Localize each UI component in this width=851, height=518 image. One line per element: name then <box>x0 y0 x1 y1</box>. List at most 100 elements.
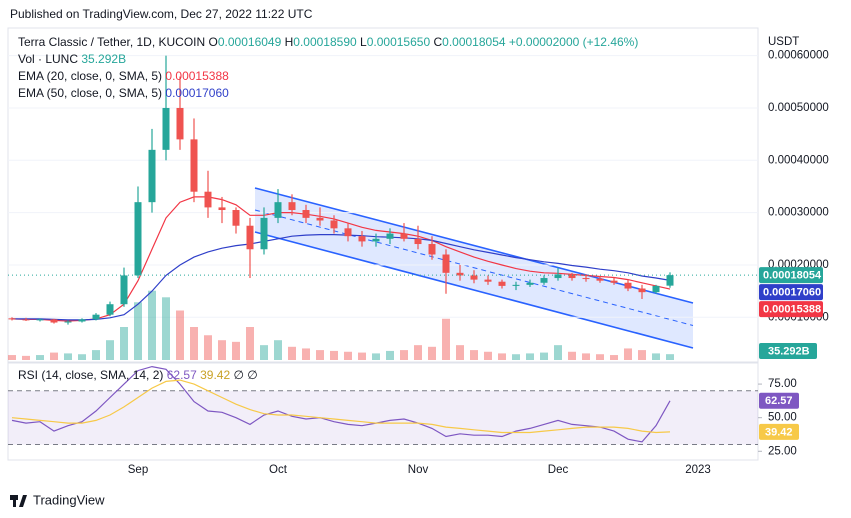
volume-bar <box>540 352 548 360</box>
ema-value: 0.00017060 <box>165 86 229 100</box>
channel-middle <box>254 209 694 326</box>
candle-body <box>414 238 422 245</box>
rsi-extra: ∅ <box>233 368 243 382</box>
channel-lower <box>254 231 694 349</box>
marks <box>8 55 762 452</box>
logo: TradingView <box>10 492 105 507</box>
candle-body <box>554 274 562 279</box>
candle-body <box>106 304 114 315</box>
candle-body <box>330 220 338 229</box>
rsi-pane <box>7 362 759 461</box>
volume-bar <box>596 354 604 360</box>
legend-volume-line: Vol · LUNC 35.292B <box>18 52 126 66</box>
candle-body <box>316 217 324 221</box>
ohlc-key: L <box>360 35 367 49</box>
volume-bar <box>64 353 72 360</box>
volume-bar <box>232 341 240 360</box>
candle-body <box>36 319 44 321</box>
candle-body <box>596 278 604 281</box>
candle-body <box>582 278 590 280</box>
volume-bar <box>372 353 380 360</box>
symbol: Terra Classic / Tether, 1D, KUCOIN <box>18 35 205 49</box>
volume-bar <box>568 351 576 360</box>
rsi-value: 62.57 <box>167 368 197 382</box>
candle-body <box>176 107 184 140</box>
volume-bar <box>344 351 352 360</box>
volume-bar <box>442 318 450 360</box>
candle-body <box>442 254 450 273</box>
candle-body <box>400 233 408 239</box>
candle-body <box>526 282 534 285</box>
candle-body <box>218 207 226 211</box>
volume-bar <box>134 302 142 360</box>
candle-body <box>358 236 366 242</box>
volume-bar <box>498 353 506 360</box>
volume-bar <box>666 354 674 360</box>
volume-bar <box>526 353 534 360</box>
volume-bar <box>8 355 16 360</box>
volume-bar <box>190 327 198 360</box>
candle-body <box>134 202 142 276</box>
candle-body <box>568 274 576 279</box>
candle-body <box>22 319 30 321</box>
rsi-box <box>759 392 799 409</box>
rsi-band-fill <box>8 390 758 445</box>
candle-body <box>120 275 128 305</box>
volume-bar <box>610 355 618 360</box>
rsi-tick-label: 25.00 <box>768 445 797 457</box>
ema-name: EMA (20, close, 0, SMA, 5) <box>18 69 162 83</box>
ohlc-value: 0.00018054 <box>442 35 506 49</box>
candle-body <box>288 202 296 211</box>
candle-body <box>610 280 618 283</box>
volume-bar <box>36 355 44 360</box>
volume-bar <box>288 346 296 360</box>
x-tick-label: Sep <box>128 464 148 476</box>
candle-body <box>386 233 394 239</box>
volume-bar <box>22 355 30 360</box>
volume-bar <box>246 327 254 360</box>
candle-body <box>246 225 254 250</box>
candle-body <box>638 288 646 293</box>
rsi-tick-label: 50.00 <box>768 412 797 424</box>
volume-bar <box>638 350 646 360</box>
volume-bar <box>358 352 366 360</box>
legend-ema20-line: EMA (20, close, 0, SMA, 5) 0.00015388 <box>18 69 229 83</box>
rsi-title: RSI (14, close, SMA, 14, 2) <box>18 368 163 382</box>
candle-body <box>204 191 212 208</box>
price-pane <box>7 27 759 363</box>
x-tick-label: Dec <box>548 464 569 476</box>
volume-bar <box>652 353 660 360</box>
y-tick-label: 0.00050000 <box>768 102 829 114</box>
candle-body <box>456 272 464 276</box>
candle-body <box>344 228 352 237</box>
candle-body <box>498 281 506 286</box>
volume-bar <box>302 348 310 360</box>
volume-bar <box>470 350 478 360</box>
volume-bar <box>106 340 114 360</box>
candle-body <box>372 238 380 242</box>
change: +0.00002000 (+12.46%) <box>509 35 638 49</box>
ohlc-value: 0.00016049 <box>218 35 282 49</box>
published-note: Published on TradingView.com, Dec 27, 20… <box>10 7 313 21</box>
volume-bar <box>582 353 590 360</box>
ema-name: EMA (50, close, 0, SMA, 5) <box>18 86 162 100</box>
candle-body <box>484 279 492 282</box>
price-box-label: 0.00015388 <box>763 304 821 316</box>
rsi-line <box>11 365 671 443</box>
candle-body <box>50 319 58 323</box>
candle-body <box>8 318 16 320</box>
candle-body <box>652 285 660 293</box>
candle-body <box>512 284 520 286</box>
volume-bar <box>512 354 520 360</box>
volume-bar <box>554 345 562 360</box>
volume-bar <box>218 340 226 360</box>
price-box <box>759 284 823 301</box>
volume-bar <box>316 350 324 360</box>
candle-body <box>148 149 156 203</box>
volume-name: Vol · LUNC <box>18 52 78 66</box>
volume-bar <box>204 335 212 360</box>
volume-box <box>759 343 817 359</box>
rsi-box <box>759 423 799 440</box>
